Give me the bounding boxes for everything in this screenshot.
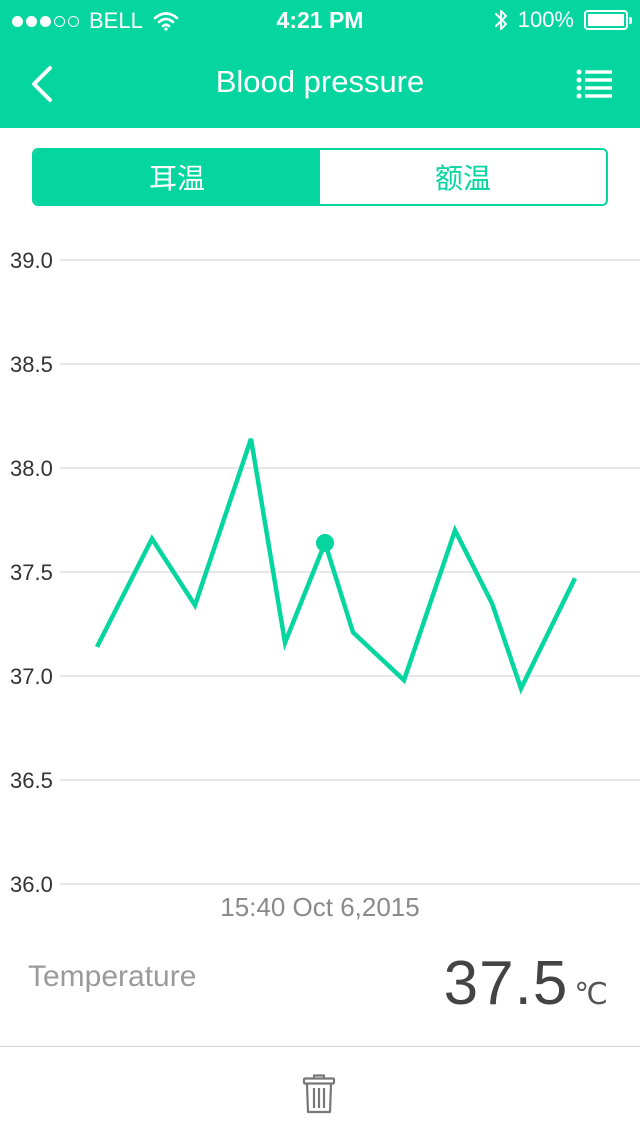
series-line <box>94 438 578 695</box>
tab-forehead-temperature[interactable]: 额温 <box>320 150 606 204</box>
tab-ear-temperature[interactable]: 耳温 <box>34 150 320 204</box>
y-tick-label: 38.0 <box>10 456 53 481</box>
y-tick-label: 37.5 <box>10 560 53 585</box>
status-bar: BELL 4:21 PM 100% <box>0 0 640 40</box>
temperature-number: 37.5 <box>443 949 569 1018</box>
y-tick-label: 38.5 <box>10 352 53 377</box>
selected-data-point[interactable] <box>316 533 334 552</box>
wifi-icon <box>153 12 179 31</box>
page-title: Blood pressure <box>215 64 425 99</box>
status-right: 100% <box>494 7 632 33</box>
bluetooth-icon <box>494 10 507 30</box>
temperature-label: Temperature <box>28 960 197 993</box>
reading-datetime: 15:40 Oct 6,2015 <box>220 892 420 922</box>
trash-icon <box>302 1074 336 1114</box>
status-left: BELL <box>12 8 179 34</box>
tab-switcher: 耳温 额温 <box>32 148 608 206</box>
y-tick-label: 39.0 <box>10 248 53 273</box>
menu-button[interactable] <box>576 68 612 100</box>
temperature-value: 37.5 ℃ <box>444 948 608 1019</box>
temperature-chart: 39.0 38.5 38.0 37.5 37.0 36.5 36.0 <box>10 248 640 897</box>
battery-icon <box>584 10 632 30</box>
back-button[interactable] <box>24 62 64 106</box>
header-bar: BELL 4:21 PM 100% Blood pressure <box>0 0 640 128</box>
temperature-unit: ℃ <box>574 977 608 1012</box>
battery-percent: 100% <box>517 7 574 32</box>
carrier-name: BELL <box>89 8 143 33</box>
delete-button[interactable] <box>302 1074 336 1114</box>
y-tick-label: 36.0 <box>10 872 53 897</box>
y-tick-label: 36.5 <box>10 768 53 793</box>
menu-icon <box>576 69 612 99</box>
signal-icon <box>12 15 79 27</box>
y-tick-label: 37.0 <box>10 664 53 689</box>
divider <box>0 1046 640 1047</box>
status-time: 4:21 PM <box>276 7 364 33</box>
